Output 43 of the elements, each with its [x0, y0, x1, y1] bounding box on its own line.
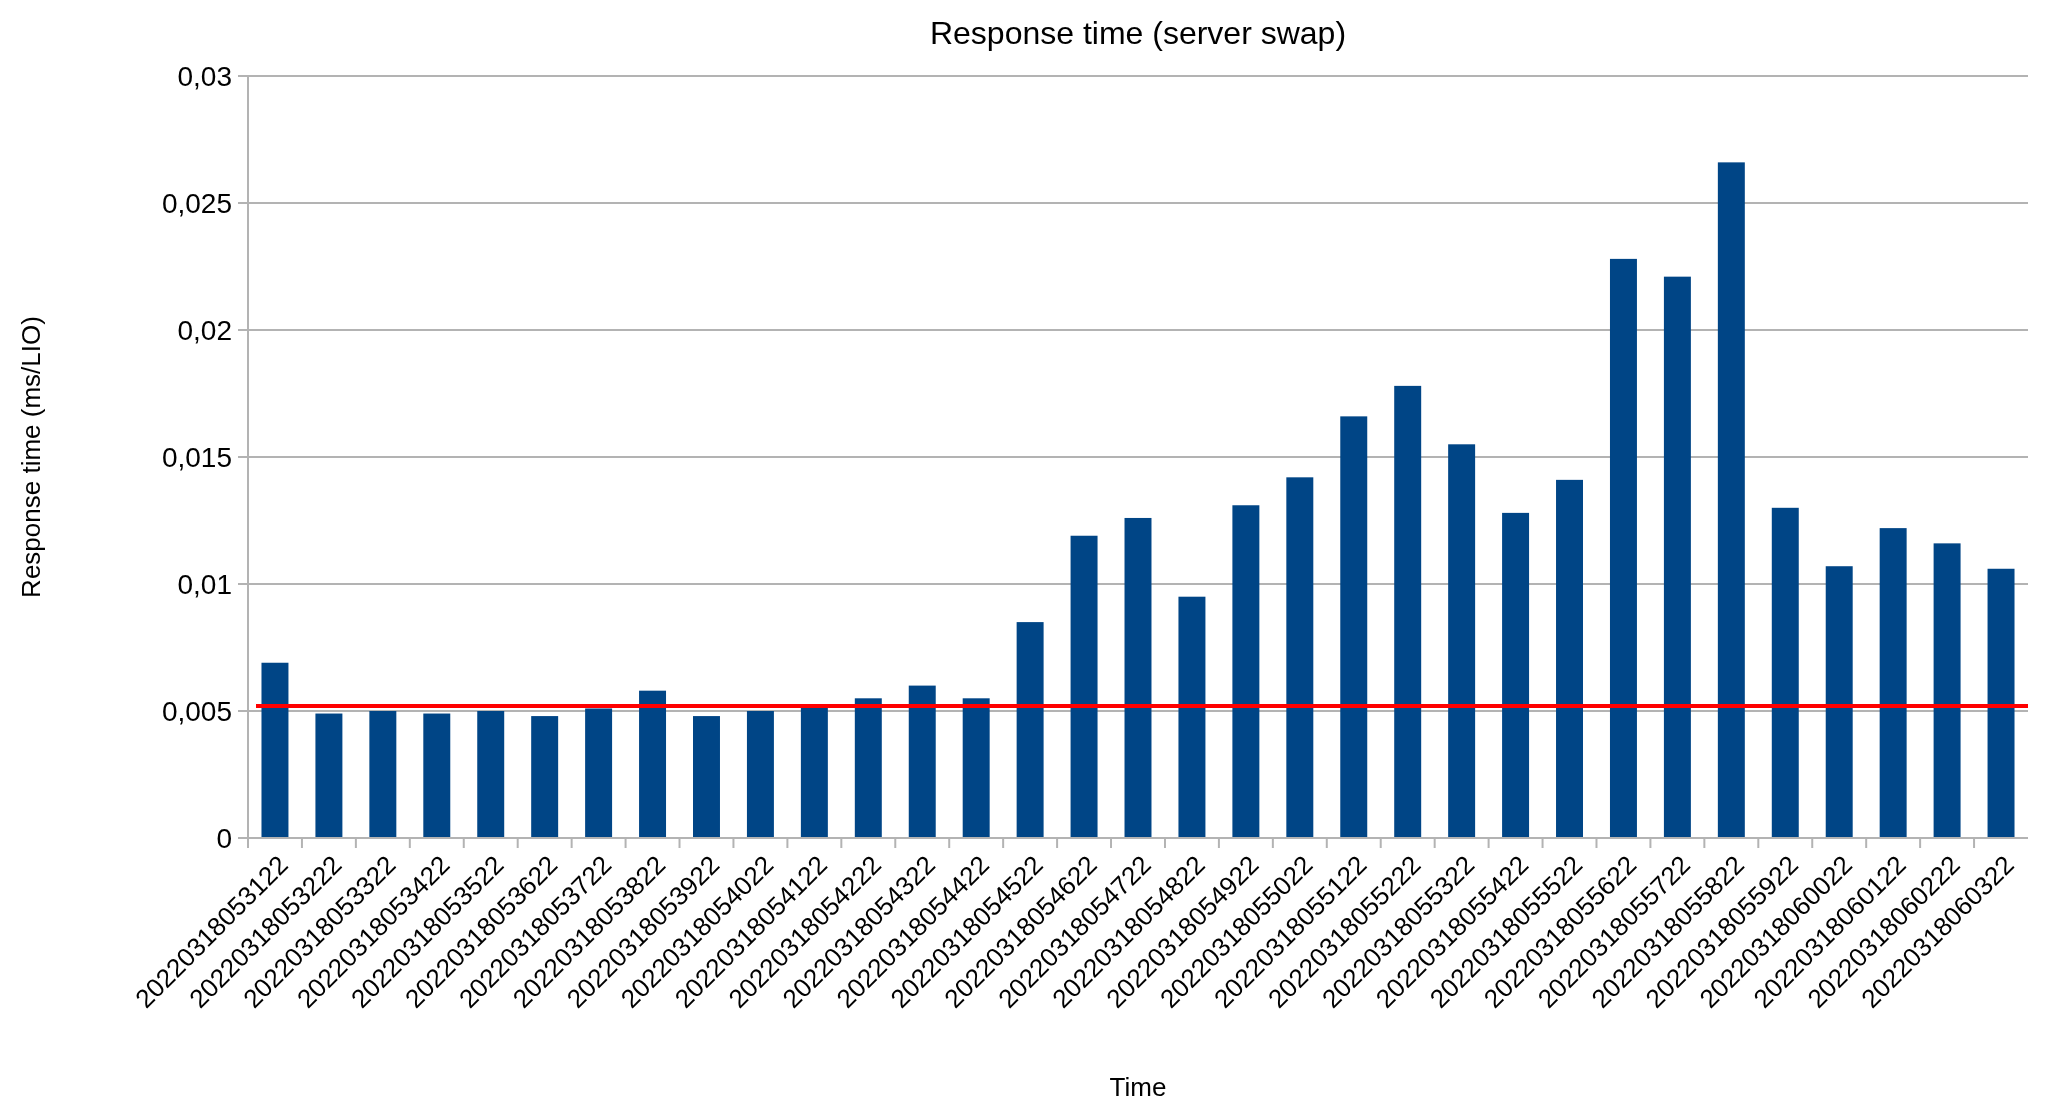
bar — [1609, 258, 1637, 838]
bar — [1987, 568, 2015, 838]
bar — [908, 685, 936, 838]
bar — [1502, 512, 1530, 838]
bar — [854, 698, 882, 838]
bar — [531, 716, 559, 838]
bar — [261, 662, 289, 838]
bar — [423, 713, 451, 838]
x-axis-title: Time — [1109, 1072, 1167, 1102]
bar — [1232, 505, 1260, 838]
bar — [1879, 528, 1907, 838]
bar — [962, 698, 990, 838]
bar — [639, 690, 667, 838]
y-tick-label: 0 — [216, 822, 232, 854]
y-tick-label: 0,01 — [177, 568, 232, 600]
bar — [1016, 622, 1044, 838]
bar — [746, 711, 774, 838]
bar — [477, 711, 505, 838]
bar — [1394, 385, 1422, 838]
y-tick-label: 0,03 — [177, 60, 232, 92]
bar — [1663, 276, 1691, 838]
bar — [369, 711, 397, 838]
bar — [585, 708, 613, 838]
bar — [1124, 517, 1152, 838]
y-tick-label: 0,005 — [161, 695, 232, 727]
bar — [1178, 596, 1206, 838]
bar — [693, 716, 720, 838]
bar — [315, 713, 343, 838]
bar — [1070, 535, 1098, 838]
bar — [1825, 566, 1853, 838]
bar — [1340, 416, 1368, 838]
bar — [1556, 479, 1583, 838]
bar — [1933, 543, 1961, 838]
chart-title: Response time (server swap) — [929, 15, 1347, 51]
y-tick-label: 0,015 — [161, 441, 232, 473]
y-tick-label: 0,02 — [177, 314, 232, 346]
bar — [1286, 477, 1314, 838]
y-axis-title: Response time (ms/LIO) — [16, 316, 46, 598]
bar — [1771, 507, 1799, 838]
bar — [800, 705, 828, 838]
bar — [1448, 444, 1476, 838]
y-tick-label: 0,025 — [161, 187, 232, 219]
bar — [1717, 162, 1745, 838]
